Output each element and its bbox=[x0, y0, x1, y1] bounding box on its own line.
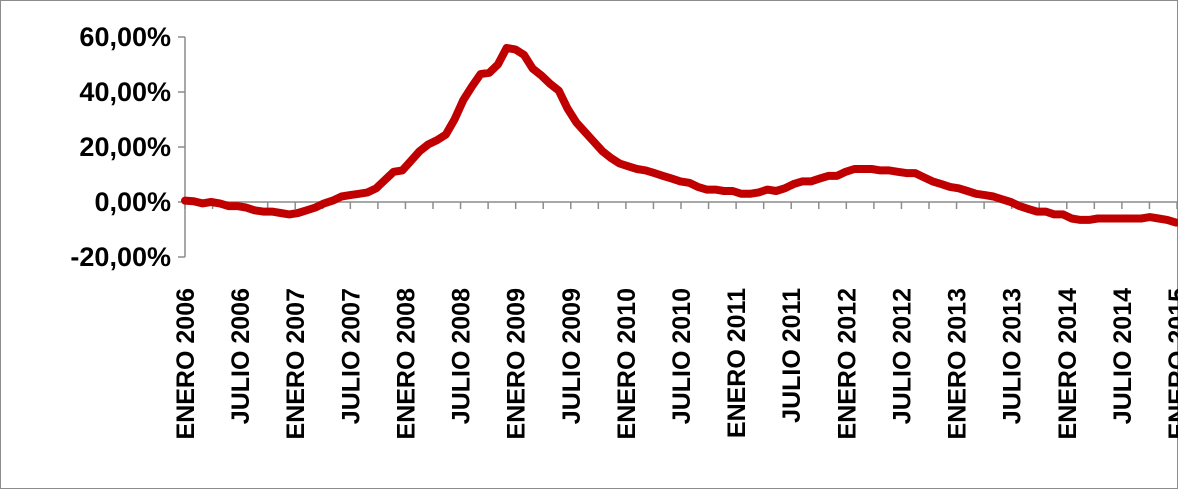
x-tick-label: JULIO 2011 bbox=[778, 288, 806, 423]
y-tick-label: 20,00% bbox=[79, 132, 171, 162]
x-tick-label: ENERO 2008 bbox=[392, 288, 420, 440]
y-tick-label: 0,00% bbox=[94, 187, 171, 217]
x-tick-label: JULIO 2014 bbox=[1109, 288, 1137, 424]
x-tick-label: JULIO 2006 bbox=[227, 288, 255, 424]
x-tick-label: JULIO 2009 bbox=[558, 288, 586, 424]
x-tick-label: JULIO 2012 bbox=[888, 288, 916, 424]
x-tick-label: ENERO 2014 bbox=[1054, 288, 1082, 440]
y-tick-label: 60,00% bbox=[79, 22, 171, 52]
x-tick-labels: ENERO 2006 JULIO 2006 ENERO 2007 JULIO 2007… bbox=[172, 202, 1178, 439]
x-tick-label: ENERO 2013 bbox=[944, 288, 972, 439]
x-tick-label: ENERO 2006 bbox=[172, 288, 200, 439]
x-tick-label: ENERO 2011 bbox=[723, 288, 751, 438]
x-tick-label: JULIO 2010 bbox=[668, 288, 696, 424]
x-tick-label: JULIO 2008 bbox=[448, 288, 476, 424]
y-tick-label: 40,00% bbox=[79, 77, 171, 107]
x-tick-label: ENERO 2009 bbox=[503, 288, 531, 439]
series-line bbox=[181, 44, 1178, 227]
x-tick-label: ENERO 2015 bbox=[1164, 288, 1178, 440]
axes bbox=[184, 37, 1177, 257]
series-layer bbox=[181, 44, 1178, 227]
y-tick-labels: 60,00% 40,00% 20,00% 0,00% -20,00% bbox=[70, 22, 185, 272]
x-tick-label: ENERO 2007 bbox=[282, 288, 310, 439]
x-tick-label: ENERO 2010 bbox=[613, 288, 641, 439]
x-tick-label: JULIO 2007 bbox=[337, 288, 365, 424]
y-tick-label: -20,00% bbox=[70, 242, 171, 272]
x-tick-label: ENERO 2012 bbox=[833, 288, 861, 439]
x-tick-label: JULIO 2013 bbox=[999, 288, 1027, 424]
